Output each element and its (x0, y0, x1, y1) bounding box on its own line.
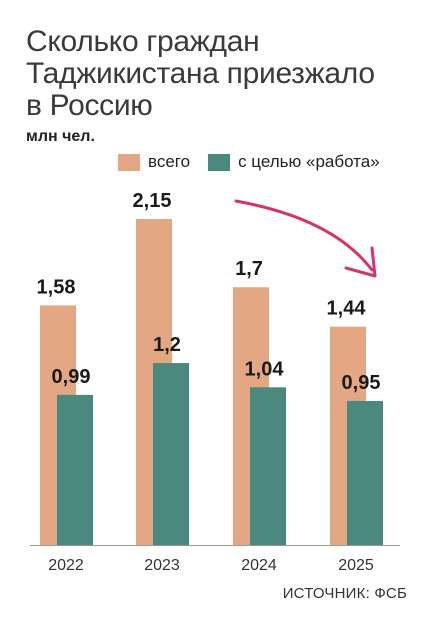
data-label-total-2023: 2,15 (133, 190, 172, 212)
data-label-work-2025: 0,95 (342, 372, 381, 394)
data-label-total-2025: 1,44 (327, 298, 367, 320)
chart-title-line-2: Таджикистана приезжало (26, 57, 375, 90)
chart-title-line-3: в Россию (26, 89, 153, 122)
data-label-total-2024: 1,7 (235, 258, 263, 280)
x-tick-label-2024: 2024 (241, 557, 277, 574)
chart-title: Сколько граждан Таджикистана приезжало в… (26, 26, 421, 122)
data-label-total-2022: 1,58 (37, 276, 76, 298)
bar-work-2023 (153, 363, 189, 545)
x-tick-label-2025: 2025 (338, 557, 374, 574)
data-label-work-2022: 0,99 (52, 366, 91, 388)
legend-item-total: всего (118, 152, 190, 172)
bar-work-2022 (57, 394, 93, 545)
data-label-work-2024: 1,04 (245, 358, 285, 380)
legend-label-work: с целью «работа» (238, 152, 380, 171)
x-tick-label-2023: 2023 (144, 557, 180, 574)
bar-work-2025 (347, 400, 383, 545)
trend-arrow-head (344, 246, 377, 278)
source-label: ИСТОЧНИК: ФСБ (282, 585, 407, 602)
legend-swatch-work (208, 153, 231, 171)
trend-arrow-curve (234, 199, 374, 272)
legend: всего с целью «работа» (118, 152, 398, 172)
data-label-work-2023: 1,2 (153, 334, 181, 356)
legend-item-work: с целью «работа» (208, 152, 380, 172)
legend-swatch-total (118, 153, 140, 171)
chart-title-line-1: Сколько граждан (26, 25, 260, 58)
unit-label: млн чел. (26, 128, 95, 145)
legend-label-total: всего (148, 152, 191, 171)
x-tick-label-2022: 2022 (48, 557, 84, 574)
bar-work-2024 (250, 387, 286, 545)
